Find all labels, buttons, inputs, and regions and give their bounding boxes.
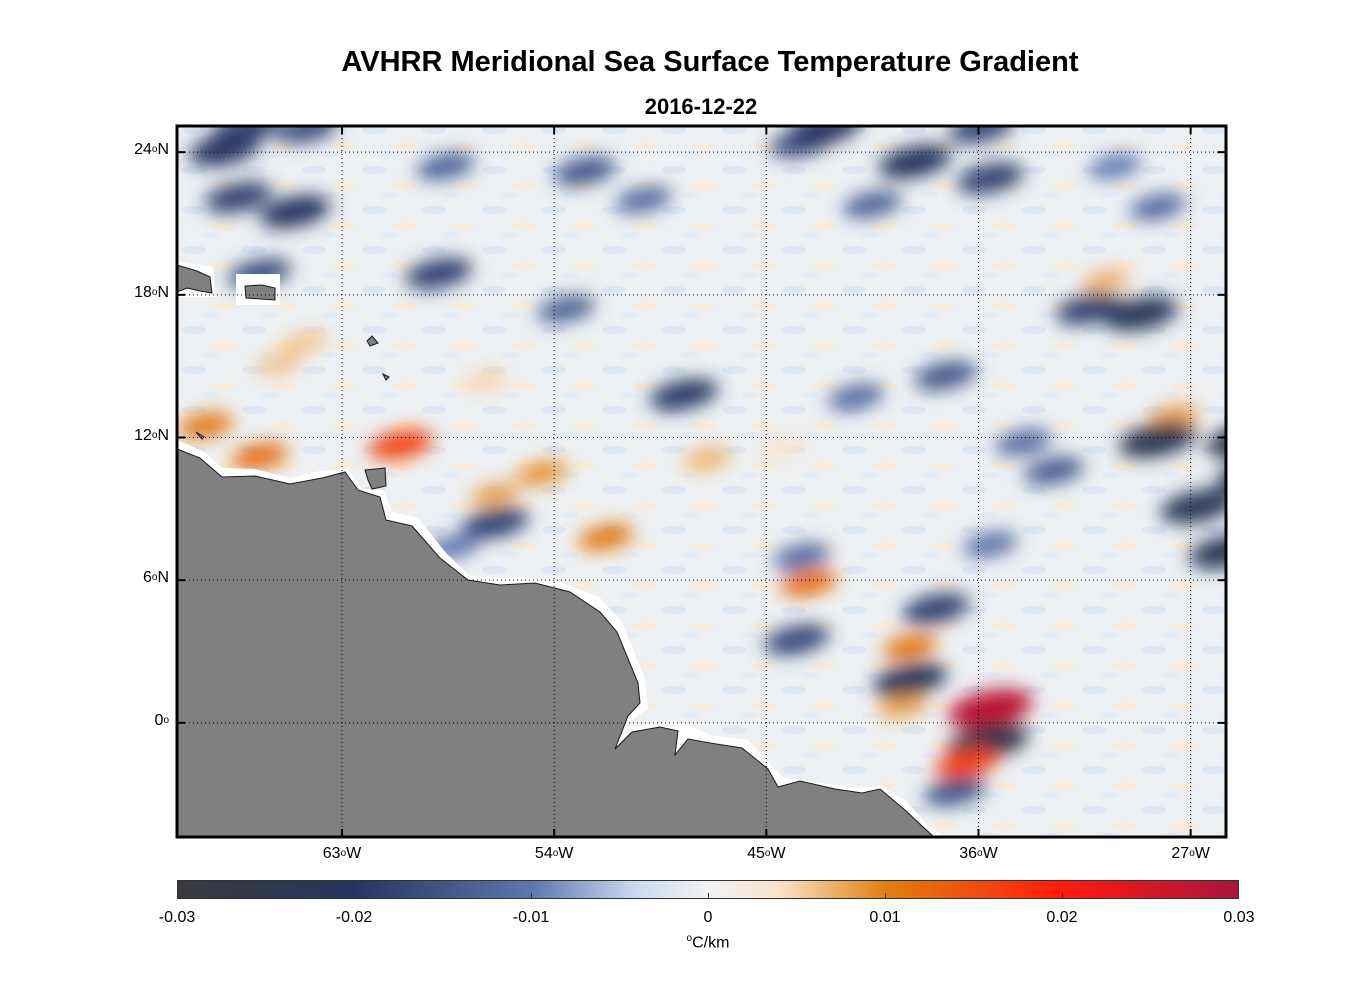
longitude-label: 36oW [959, 845, 998, 862]
colorbar-tick-label: 0 [703, 909, 713, 926]
cold-gradient-feature [1129, 193, 1186, 221]
trinidad-island [364, 467, 387, 490]
cold-gradient-feature [1160, 489, 1226, 524]
cold-gradient-feature [1118, 421, 1197, 458]
longitude-label: 63oW [322, 845, 362, 862]
cold-gradient-feature [878, 144, 952, 179]
colorbar-tick-label: -0.02 [335, 909, 373, 926]
cold-gradient-feature [764, 624, 830, 655]
colorbar-tick-label: 0.03 [1223, 909, 1255, 926]
warm-gradient-feature [683, 447, 732, 471]
cold-gradient-feature [211, 126, 279, 145]
colorbar-tick [177, 893, 178, 899]
latitude-label: 24oN [134, 141, 169, 159]
map-frame [175, 124, 1228, 839]
graticule [177, 126, 1226, 837]
longitude-label: 27oW [1171, 845, 1210, 862]
hispaniola-island [177, 264, 213, 294]
warm-gradient-feature [882, 633, 938, 660]
cold-gradient-feature [461, 507, 529, 539]
cold-gradient-feature [1055, 293, 1123, 325]
cold-gradient-feature [873, 662, 948, 698]
latitude-label: 12oN [134, 426, 169, 444]
cold-gradient-feature [994, 428, 1052, 456]
warm-gradient-feature [578, 524, 634, 551]
gradient-field [177, 126, 1226, 807]
cold-gradient-feature [962, 531, 1018, 558]
warm-gradient-feature [281, 331, 328, 354]
latitude-label: 18oN [134, 283, 169, 301]
warm-gradient-feature [1149, 404, 1199, 428]
colorbar-tick-label: -0.03 [158, 909, 196, 926]
warm-gradient-feature [1081, 269, 1130, 292]
warm-gradient-feature [516, 460, 569, 486]
cold-gradient-feature [923, 777, 986, 807]
colorbar-tick [354, 893, 355, 899]
warm-gradient-feature [463, 369, 508, 392]
colorbar-tick-label: 0.01 [869, 909, 901, 926]
cold-gradient-feature [204, 181, 272, 214]
warm-gradient-feature [177, 412, 233, 439]
warm-gradient-feature [255, 352, 302, 375]
warm-gradient-feature [780, 569, 838, 596]
cold-gradient-feature [416, 152, 475, 181]
warm-gradient-feature [947, 689, 1033, 729]
colorbar-unit-label: oC/km [686, 933, 730, 952]
cold-gradient-feature [956, 162, 1024, 195]
chart-date: 2016-12-22 [644, 94, 758, 119]
cold-gradient-feature [948, 126, 1014, 144]
cold-gradient-feature [914, 361, 977, 391]
warm-gradient-feature [763, 436, 807, 458]
colorbar-tick [885, 893, 886, 899]
colorbar-tick-label: 0.02 [1046, 909, 1078, 926]
longitude-label: 45oW [747, 845, 786, 862]
colorbar-tick [1062, 893, 1063, 899]
warm-gradient-feature [470, 482, 520, 507]
cold-gradient-feature [827, 383, 885, 411]
warm-gradient-feature [231, 443, 288, 470]
axis-ticks [177, 126, 1226, 837]
cold-gradient-feature [1088, 153, 1142, 179]
cold-gradient-feature [1104, 296, 1179, 332]
latitude-label: 0o [154, 711, 169, 729]
cold-gradient-feature [902, 593, 970, 625]
chart-title: AVHRR Meridional Sea Surface Temperature… [341, 46, 1079, 78]
cold-gradient-feature [536, 295, 596, 323]
colorbar-tick-label: -0.01 [512, 909, 550, 926]
cold-gradient-feature [274, 126, 339, 144]
cold-gradient-feature [405, 257, 473, 290]
cold-gradient-feature [843, 190, 902, 219]
warm-gradient-feature [934, 748, 999, 779]
cold-gradient-feature [773, 543, 830, 570]
martinique-island [381, 372, 390, 381]
south-america-landmass [177, 448, 935, 837]
guadeloupe-island [366, 335, 379, 347]
longitude-label: 54oW [534, 845, 574, 862]
colorbar-tick [1238, 893, 1239, 899]
colorbar-tick [531, 893, 532, 899]
cold-gradient-feature [553, 156, 616, 186]
puerto-rico-island [244, 284, 276, 301]
cold-gradient-feature [789, 126, 861, 145]
cold-gradient-feature [615, 186, 673, 214]
cold-gradient-feature [1023, 456, 1084, 485]
cold-gradient-feature [649, 378, 719, 411]
latitude-label: 6oN [142, 569, 169, 587]
warm-gradient-feature [878, 694, 928, 719]
colorbar-tick [708, 893, 709, 899]
cold-gradient-feature [259, 195, 331, 229]
